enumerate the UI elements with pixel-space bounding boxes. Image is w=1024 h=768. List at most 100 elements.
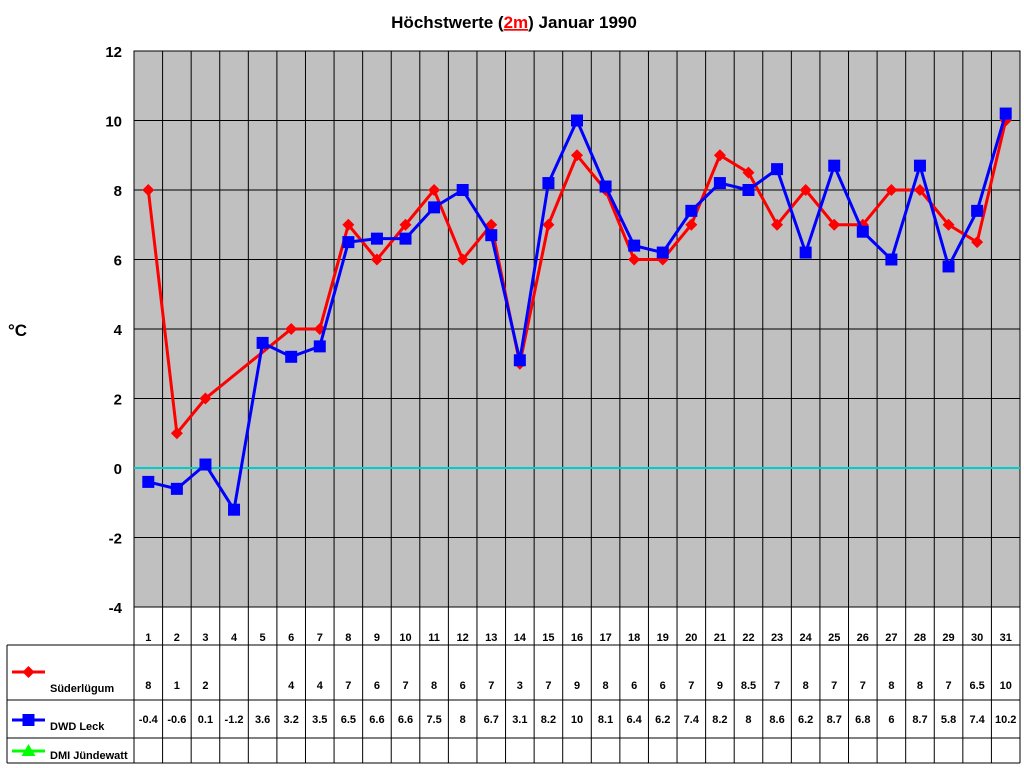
data-label: 6.2 <box>798 714 813 726</box>
data-label: 6 <box>888 714 894 726</box>
data-label: 3.5 <box>312 714 327 726</box>
data-label: 6 <box>374 680 380 692</box>
data-label: 7 <box>774 680 780 692</box>
data-point <box>799 184 812 196</box>
x-tick-label: 19 <box>657 632 669 644</box>
data-label: 6.5 <box>341 714 356 726</box>
x-tick-label: 16 <box>571 632 583 644</box>
x-tick-label: 8 <box>345 632 351 644</box>
data-label: 8 <box>460 714 466 726</box>
data-point <box>542 177 555 190</box>
data-label: 9 <box>717 680 723 692</box>
data-label: 6 <box>660 680 666 692</box>
y-tick-label: 2 <box>114 392 122 409</box>
data-label: -1.2 <box>225 714 244 726</box>
data-label: 7 <box>945 680 951 692</box>
data-label: 3 <box>517 680 523 692</box>
data-point <box>228 503 241 516</box>
data-label: 8 <box>745 714 751 726</box>
x-tick-label: 17 <box>599 632 611 644</box>
x-tick-label: 1 <box>145 632 151 644</box>
x-tick-label: 24 <box>800 632 813 644</box>
data-point <box>199 392 212 405</box>
data-label: 0.1 <box>198 714 213 726</box>
x-tick-label: 12 <box>457 632 469 644</box>
data-point <box>628 239 641 252</box>
data-point <box>256 336 269 349</box>
data-label: 10 <box>571 714 583 726</box>
data-label: 8.5 <box>741 680 756 692</box>
data-label: 9 <box>574 680 580 692</box>
data-point <box>513 354 526 367</box>
y-tick-label: 8 <box>114 183 122 200</box>
data-point <box>971 204 984 217</box>
legend-marker-diamond <box>22 666 35 678</box>
x-tick-label: 25 <box>828 632 840 644</box>
data-point <box>656 246 669 259</box>
title-part-1: Höchstwerte ( <box>391 13 504 32</box>
data-label: -0.4 <box>139 714 159 726</box>
legend-marker-square <box>22 714 35 726</box>
data-point <box>742 166 755 179</box>
data-point <box>856 225 869 238</box>
data-point <box>428 201 441 214</box>
x-tick-label: 5 <box>260 632 266 644</box>
y-tick-label: 4 <box>114 322 123 339</box>
data-point <box>599 180 612 193</box>
data-label: 7 <box>688 680 694 692</box>
data-point <box>313 340 326 353</box>
data-point <box>713 149 726 162</box>
y-tick-label: 0 <box>114 461 122 478</box>
data-label: 10 <box>1000 680 1012 692</box>
data-point <box>685 204 698 217</box>
data-label: 8 <box>603 680 609 692</box>
data-label: 7.4 <box>969 714 985 726</box>
data-label: 7 <box>488 680 494 692</box>
x-tick-label: 4 <box>231 632 238 644</box>
data-point <box>885 184 898 196</box>
data-point <box>999 107 1012 120</box>
data-point <box>771 163 784 176</box>
data-point <box>971 236 984 249</box>
data-point <box>913 184 926 196</box>
data-point <box>370 232 383 245</box>
x-tick-label: 26 <box>857 632 869 644</box>
data-label: 7 <box>860 680 866 692</box>
data-label: 7 <box>831 680 837 692</box>
data-label: 7 <box>545 680 551 692</box>
data-label: 7.5 <box>426 714 441 726</box>
data-label: 6.6 <box>398 714 413 726</box>
data-point <box>828 159 841 172</box>
data-label: 6.6 <box>369 714 384 726</box>
data-label: 8 <box>917 680 923 692</box>
x-tick-label: 14 <box>514 632 527 644</box>
data-label: 7.4 <box>684 714 700 726</box>
data-label: 6.5 <box>969 680 984 692</box>
data-label: 3.6 <box>255 714 270 726</box>
x-tick-label: 27 <box>885 632 897 644</box>
data-point <box>713 177 726 190</box>
data-point <box>913 159 926 172</box>
data-label: 7 <box>345 680 351 692</box>
data-label: 5.8 <box>941 714 956 726</box>
y-tick-label: 12 <box>105 44 122 61</box>
data-point <box>170 482 183 495</box>
y-tick-label: -4 <box>109 600 123 617</box>
data-point <box>685 218 698 231</box>
x-tick-label: 30 <box>971 632 983 644</box>
legend-label: DMI Jündewatt <box>50 750 128 762</box>
data-point <box>771 218 784 231</box>
x-tick-label: 11 <box>428 632 440 644</box>
data-label: 8.1 <box>598 714 613 726</box>
data-point <box>456 253 469 266</box>
data-label: 8 <box>145 680 151 692</box>
data-point <box>571 149 583 162</box>
x-tick-label: 20 <box>685 632 697 644</box>
x-tick-label: 21 <box>714 632 726 644</box>
data-point <box>485 229 498 242</box>
data-point <box>428 184 441 196</box>
data-point <box>170 427 183 440</box>
data-label: 6.4 <box>627 714 643 726</box>
data-label: 3.2 <box>284 714 299 726</box>
data-label: -0.6 <box>167 714 186 726</box>
